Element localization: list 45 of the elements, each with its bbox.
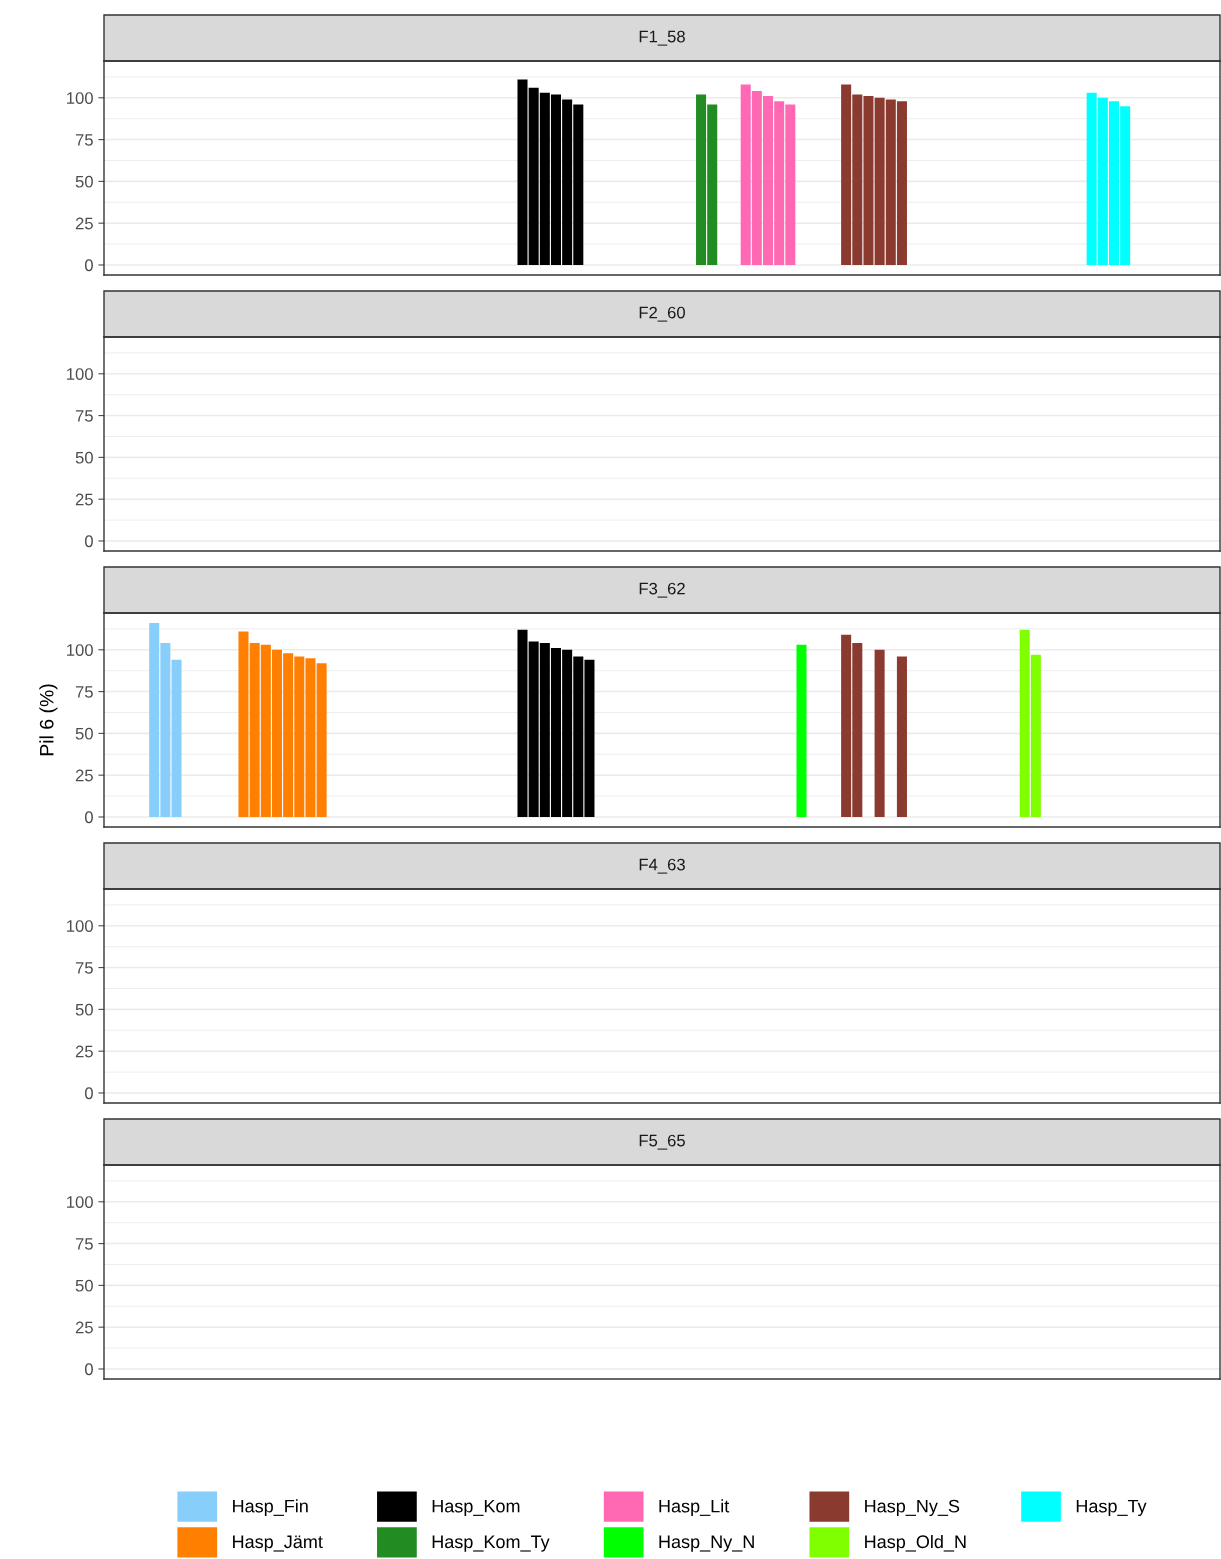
bar	[171, 659, 182, 817]
y-tick-label: 75	[75, 686, 93, 698]
y-tick-label: 0	[84, 535, 93, 548]
y-tick-label: 0	[84, 1363, 93, 1376]
y-tick-label: 50	[75, 1279, 93, 1292]
y-tick-label: 75	[75, 410, 93, 422]
legend-label: Hasp_Ny_S	[865, 1499, 960, 1517]
y-tick-label: 0	[84, 1087, 93, 1100]
legend-label: Hasp_Ty	[1076, 1499, 1147, 1517]
y-tick-label: 75	[75, 134, 93, 146]
legend-label: Hasp_Fin	[233, 1499, 308, 1517]
y-tick-label: 0	[84, 259, 93, 272]
y-tick-label: 100	[67, 1196, 93, 1208]
y-tick-label: 0	[84, 811, 93, 824]
y-tick-label: 25	[75, 1045, 93, 1058]
y-tick-label: 50	[75, 727, 93, 740]
chart-title: F1_58	[639, 30, 685, 46]
y-tick-label: 75	[75, 1238, 93, 1250]
y-tick-label: 100	[67, 920, 93, 932]
bar	[896, 656, 907, 817]
bar	[874, 649, 885, 817]
chart-title: F2_60	[639, 306, 685, 322]
legend-label: Hasp_Jämt	[233, 1535, 323, 1552]
y-tick-label: 50	[75, 451, 93, 464]
bar	[316, 663, 327, 817]
y-tick-label: 50	[75, 1003, 93, 1016]
legend-label: Hasp_Kom_Ty	[432, 1535, 550, 1552]
y-tick-label: 25	[75, 1321, 93, 1334]
y-tick-label: 100	[67, 644, 93, 656]
legend-label: Hasp_Lit	[659, 1499, 730, 1517]
y-tick-label: 50	[75, 175, 93, 188]
legend-label: Hasp_Old_N	[865, 1534, 966, 1552]
y-tick-label: 25	[75, 493, 93, 506]
y-tick-label: 100	[67, 92, 93, 104]
y-tick-label: 100	[67, 368, 93, 380]
y-tick-label: 75	[75, 962, 93, 974]
y-axis-title: Pil 6 (%)	[39, 684, 58, 756]
chart-title: F4_63	[639, 858, 685, 874]
legend-label: Hasp_Kom	[432, 1499, 520, 1517]
y-tick-label: 25	[75, 769, 93, 782]
y-tick-label: 25	[75, 217, 93, 230]
chart-title: F3_62	[639, 582, 685, 598]
bar	[796, 644, 807, 817]
chart-title: F5_65	[639, 1134, 685, 1150]
legend-label: Hasp_Ny_N	[659, 1535, 754, 1552]
